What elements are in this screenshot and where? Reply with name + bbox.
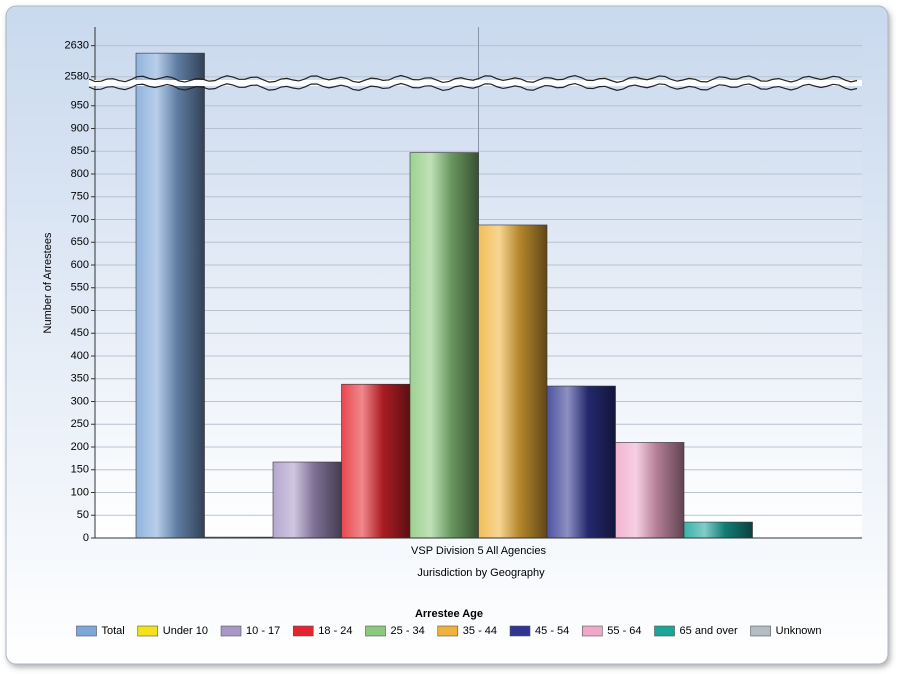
axis-break — [88, 74, 858, 84]
bar — [615, 442, 685, 539]
legend-swatch — [365, 625, 386, 637]
legend-swatch — [581, 625, 603, 637]
y-tick-label: 0 — [83, 532, 89, 544]
legend-swatch — [137, 625, 159, 637]
legend-item: 45 - 54 — [509, 625, 569, 637]
y-tick-label: 500 — [71, 304, 89, 316]
legend-label: 65 and over — [680, 625, 738, 637]
y-tick-label: 350 — [71, 373, 89, 385]
y-tick-label: 650 — [71, 236, 89, 248]
legend-label: 45 - 54 — [535, 625, 569, 637]
y-tick-label: 100 — [71, 486, 89, 498]
y-tick-label: 250 — [71, 418, 89, 430]
y-tick-label: 900 — [71, 122, 89, 134]
legend-swatch — [437, 625, 459, 637]
legend-swatch — [509, 625, 531, 637]
y-tick-label: 300 — [71, 395, 89, 407]
legend-label: 55 - 64 — [607, 625, 641, 637]
legend-item: 25 - 34 — [365, 625, 425, 637]
legend-item: Total — [76, 625, 125, 637]
y-tick-label: 2580 — [65, 71, 89, 83]
x-axis-label: Jurisdiction by Geography — [417, 567, 545, 579]
legend-item: 55 - 64 — [581, 625, 642, 637]
legend-label: 10 - 17 — [246, 625, 280, 637]
legend-label: Total — [102, 625, 125, 637]
legend-label: Unknown — [776, 625, 822, 637]
y-tick-label: 850 — [71, 145, 89, 157]
legend-label: Under 10 — [163, 625, 208, 637]
legend-item: 35 - 44 — [437, 625, 497, 637]
legend-swatch — [220, 625, 242, 637]
bar — [478, 224, 548, 539]
y-tick-label: 700 — [71, 213, 89, 225]
legend-item: 18 - 24 — [292, 625, 353, 637]
y-tick-label: 950 — [71, 100, 89, 112]
legend-title: Arrestee Age — [415, 608, 483, 620]
legend-label: 25 - 34 — [391, 625, 425, 637]
y-tick-label: 800 — [71, 168, 89, 180]
legend-label: 35 - 44 — [463, 625, 497, 637]
y-tick-label: 400 — [71, 350, 89, 362]
axis-break — [88, 82, 858, 92]
y-tick-label: 450 — [71, 327, 89, 339]
y-axis-label: Number of Arrestees — [42, 232, 54, 333]
legend-swatch — [654, 625, 675, 637]
bar — [341, 383, 411, 539]
bar — [546, 385, 616, 539]
y-tick-label: 150 — [71, 464, 89, 476]
x-tick-label: VSP Division 5 All Agencies — [411, 545, 546, 557]
y-tick-label: 600 — [71, 259, 89, 271]
bar — [683, 521, 753, 539]
legend-label: 18 - 24 — [318, 625, 352, 637]
y-tick-label: 550 — [71, 282, 89, 294]
y-tick-label: 2630 — [65, 40, 89, 52]
bar — [409, 152, 479, 539]
bar — [135, 52, 205, 539]
legend-swatch — [76, 625, 97, 637]
legend-item: 10 - 17 — [220, 625, 280, 637]
legend-item: Unknown — [750, 625, 822, 637]
legend-item: 65 and over — [654, 625, 738, 637]
y-tick-label: 750 — [71, 191, 89, 203]
legend-swatch — [292, 625, 314, 637]
y-tick-label: 200 — [71, 441, 89, 453]
bar — [272, 461, 342, 539]
legend-item: Under 10 — [137, 625, 208, 637]
y-tick-label: 50 — [77, 509, 89, 521]
axis-break-gap — [89, 80, 862, 86]
legend-swatch — [750, 625, 771, 637]
